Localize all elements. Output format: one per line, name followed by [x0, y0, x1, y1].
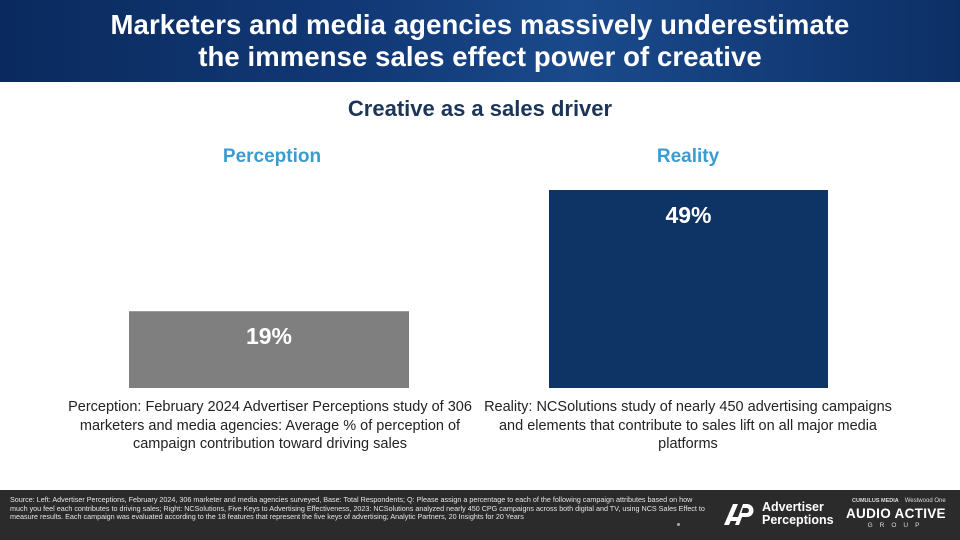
title-banner: Marketers and media agencies massively u… — [0, 0, 960, 82]
decorative-dot — [677, 523, 680, 526]
aag-partner-logos: CUMULUS MEDIA Westwood One — [852, 498, 946, 505]
slide-title: Marketers and media agencies massively u… — [110, 9, 850, 72]
advertiser-perceptions-logo-text: Advertiser Perceptions — [762, 500, 834, 527]
footer-bar: Source: Left: Advertiser Perceptions, Fe… — [0, 490, 960, 540]
reality-heading: Reality — [656, 146, 720, 167]
bar-reality — [549, 190, 828, 388]
perception-caption: Perception: February 2024 Advertiser Per… — [68, 399, 472, 452]
advertiser-perceptions-logo-icon — [724, 504, 754, 525]
perception-heading: Perception — [222, 146, 322, 167]
source-note: Source: Left: Advertiser Perceptions, Fe… — [10, 495, 705, 522]
bar-perception — [129, 311, 409, 388]
data-label-reality: 49% — [665, 202, 711, 228]
audio-active-group-subtext: GROUP — [867, 522, 927, 529]
reality-caption: Reality: NCSolutions study of nearly 450… — [484, 399, 892, 452]
westwood-one-logo-text: Westwood One — [904, 498, 946, 504]
chart-title: Creative as a sales driver — [347, 96, 613, 121]
data-label-perception: 19% — [246, 323, 292, 349]
cumulus-logo-text: CUMULUS MEDIA — [852, 498, 899, 504]
audio-active-group-logo-text: AUDIO ACTIVE — [846, 506, 946, 521]
